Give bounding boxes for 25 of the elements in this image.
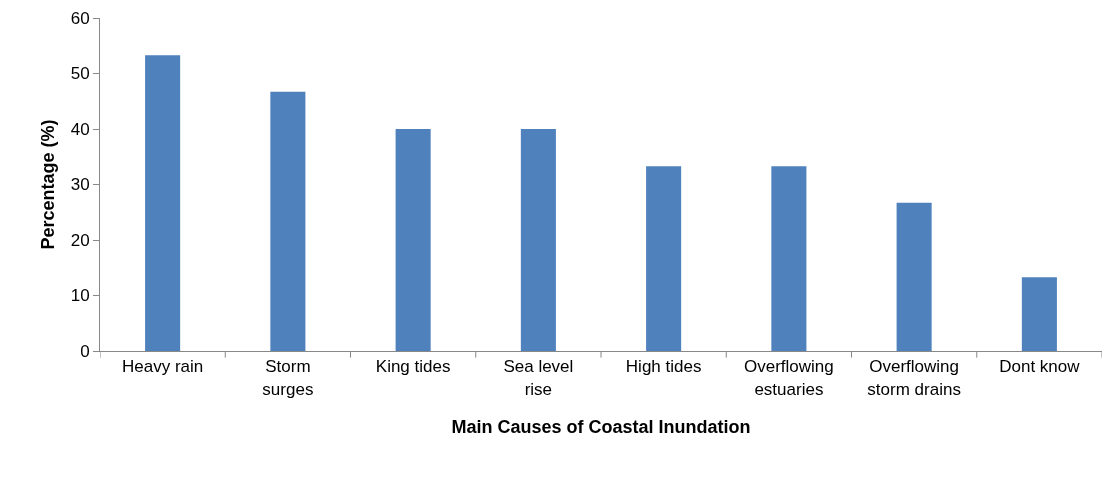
y-axis-title: Percentage (%)	[38, 119, 58, 250]
x-tick-label: King tides	[375, 357, 451, 377]
bar	[145, 55, 181, 351]
y-tick-label: 40	[70, 119, 90, 139]
x-tick-label: Overflowing estuaries	[744, 357, 834, 399]
x-tick-label: Overflowing storm drains	[867, 357, 961, 399]
x-axis-title: Main Causes of Coastal Inundation	[451, 416, 751, 437]
x-tick-label: Storm surges	[262, 357, 314, 399]
y-tick-label: 30	[70, 175, 90, 195]
bar	[395, 129, 431, 351]
y-tick-label: 50	[70, 64, 90, 84]
x-tick-label: High tides	[625, 357, 702, 377]
bar	[270, 91, 306, 351]
x-tick-label: Heavy rain	[122, 357, 204, 377]
y-tick-label: 0	[80, 341, 90, 361]
bar	[1021, 277, 1057, 351]
bar	[520, 129, 556, 351]
bar	[771, 166, 807, 351]
bar	[646, 166, 682, 351]
y-tick-label: 20	[70, 230, 90, 250]
x-tick-label: Sea level rise	[503, 357, 574, 399]
x-tick-label: Dont know	[999, 357, 1081, 377]
bar	[896, 202, 932, 351]
y-tick-label: 60	[70, 8, 90, 28]
y-tick-label: 10	[70, 286, 90, 306]
